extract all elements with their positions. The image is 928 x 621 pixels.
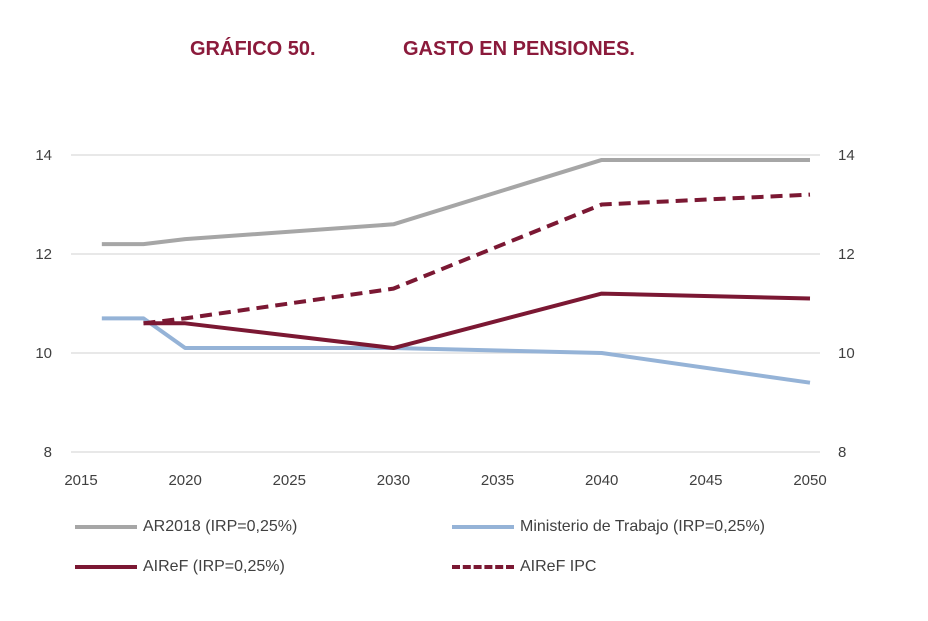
legend-label-ministerio: Ministerio de Trabajo (IRP=0,25%) <box>520 518 765 535</box>
y-tick-right-8: 8 <box>838 444 846 461</box>
legend-swatch-ministerio <box>452 525 514 529</box>
data-point-airef-2050 <box>808 297 812 301</box>
y-tick-left-14: 14 <box>35 147 52 164</box>
x-tick-2040: 2040 <box>585 472 618 489</box>
data-point-airef-ipc-2050 <box>808 193 812 197</box>
legend-label-airef: AIReF (IRP=0,25%) <box>143 558 285 575</box>
data-point-airef-ipc-2020 <box>183 316 187 320</box>
y-tick-right-14: 14 <box>838 147 855 164</box>
data-point-ministerio-2020 <box>183 346 187 350</box>
data-point-airef-ipc-2030 <box>391 287 395 291</box>
series-line-ministerio <box>101 316 811 385</box>
data-point-airef-2030 <box>391 346 395 350</box>
x-tick-2030: 2030 <box>377 472 410 489</box>
legend-swatch-airef <box>75 565 137 569</box>
y-tick-left-10: 10 <box>35 345 52 362</box>
y-tick-right-10: 10 <box>838 345 855 362</box>
legend-label-airef-ipc: AIReF IPC <box>520 558 597 575</box>
y-tick-right-12: 12 <box>838 246 855 263</box>
legend-item-ar2018: AR2018 (IRP=0,25%) <box>75 516 297 538</box>
legend-item-ministerio: Ministerio de Trabajo (IRP=0,25%) <box>452 516 765 538</box>
x-tick-2050: 2050 <box>793 472 826 489</box>
x-tick-2045: 2045 <box>689 472 722 489</box>
data-point-airef-2040 <box>600 292 604 296</box>
data-point-ministerio-2050 <box>808 381 812 385</box>
data-point-ar2018-2016 <box>100 242 104 246</box>
data-point-ministerio-2040 <box>600 351 604 355</box>
data-point-ministerio-2016 <box>100 316 104 320</box>
x-tick-2035: 2035 <box>481 472 514 489</box>
data-point-airef-2020 <box>183 321 187 325</box>
y-tick-left-8: 8 <box>44 444 52 461</box>
legend-label-ar2018: AR2018 (IRP=0,25%) <box>143 518 298 535</box>
series-line-airef <box>143 291 811 351</box>
series-line-airef-ipc <box>143 192 811 326</box>
data-point-ar2018-2040 <box>600 158 604 162</box>
chart-title-number: GRÁFICO 50. <box>190 38 316 60</box>
data-point-ar2018-2050 <box>808 158 812 162</box>
data-point-ar2018-2030 <box>391 222 395 226</box>
chart-title-text: GASTO EN PENSIONES. <box>403 38 635 60</box>
data-point-ar2018-2018 <box>141 242 145 246</box>
y-tick-left-12: 12 <box>35 246 52 263</box>
x-tick-2015: 2015 <box>64 472 97 489</box>
x-tick-2025: 2025 <box>273 472 306 489</box>
data-point-airef-ipc-2040 <box>600 203 604 207</box>
legend-item-airef: AIReF (IRP=0,25%) <box>75 556 285 578</box>
data-point-airef-2018 <box>141 321 145 325</box>
chart-title: GRÁFICO 50. GASTO EN PENSIONES. <box>0 38 928 68</box>
x-tick-2020: 2020 <box>168 472 201 489</box>
legend-swatch-airef-ipc <box>452 565 514 569</box>
data-point-ar2018-2020 <box>183 237 187 241</box>
legend-swatch-ar2018 <box>75 525 137 529</box>
series-line-ar2018 <box>101 157 810 247</box>
data-point-ministerio-2018 <box>141 316 145 320</box>
legend-item-airef-ipc: AIReF IPC <box>452 556 596 578</box>
